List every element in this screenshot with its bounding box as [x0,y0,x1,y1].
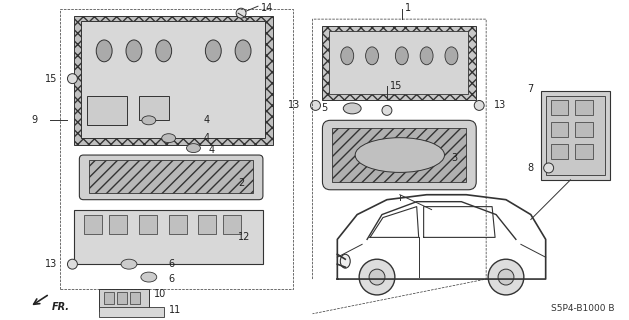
Bar [546,95,605,175]
Bar [541,91,610,180]
Text: 6: 6 [169,259,175,269]
Circle shape [498,269,514,285]
Text: 11: 11 [169,305,181,315]
Bar [99,307,164,317]
Ellipse shape [162,134,175,143]
Circle shape [359,259,395,295]
Bar [330,31,468,93]
Text: 9: 9 [31,115,38,125]
Text: 8: 8 [528,163,534,173]
Text: 12: 12 [238,232,250,242]
Text: 15: 15 [390,81,403,91]
Ellipse shape [187,144,201,153]
Text: 4: 4 [203,133,209,143]
Bar [109,215,127,235]
Bar [323,26,476,100]
Bar [550,122,569,137]
FancyBboxPatch shape [323,120,476,190]
Bar [576,144,593,159]
Bar [332,128,466,182]
Bar [84,215,102,235]
Circle shape [67,259,77,269]
Ellipse shape [206,40,221,62]
Bar [89,160,253,193]
Ellipse shape [420,47,433,65]
Circle shape [543,163,554,173]
Text: 7: 7 [528,84,534,93]
FancyBboxPatch shape [79,155,263,200]
Ellipse shape [141,272,157,282]
Text: 13: 13 [494,100,506,110]
Ellipse shape [156,40,172,62]
Bar [104,292,114,304]
Text: S5P4-B1000 B: S5P4-B1000 B [550,304,614,313]
Ellipse shape [396,47,408,65]
Bar [198,215,216,235]
Ellipse shape [340,254,350,268]
Ellipse shape [126,40,142,62]
Bar [139,215,157,235]
Bar [74,210,263,264]
Text: 13: 13 [288,100,301,110]
Bar [117,292,127,304]
Text: 4: 4 [208,145,214,155]
Bar [550,144,569,159]
Circle shape [67,74,77,84]
Text: 10: 10 [153,289,166,299]
Bar [87,95,127,125]
Text: FR.: FR. [52,302,70,312]
Bar [74,16,273,145]
Circle shape [474,100,484,110]
Circle shape [488,259,524,295]
Ellipse shape [121,259,137,269]
Text: 5: 5 [321,103,328,113]
Text: 2: 2 [238,178,244,188]
Bar [99,289,149,311]
Circle shape [311,100,320,110]
Bar [576,100,593,115]
Ellipse shape [343,103,361,114]
Ellipse shape [355,138,445,172]
Text: 1: 1 [405,3,411,13]
Ellipse shape [235,40,251,62]
Text: 13: 13 [45,259,57,269]
Text: 15: 15 [45,74,57,84]
Text: 4: 4 [203,115,209,125]
Circle shape [382,105,392,115]
Bar [169,215,187,235]
Ellipse shape [341,47,353,65]
Ellipse shape [96,40,112,62]
Text: 3: 3 [452,153,457,163]
Ellipse shape [365,47,379,65]
Circle shape [236,8,246,18]
Bar [223,215,241,235]
Bar [130,292,140,304]
Ellipse shape [445,47,458,65]
Text: 6: 6 [169,274,175,284]
Ellipse shape [142,116,156,125]
Text: 14: 14 [261,3,273,13]
Bar [550,100,569,115]
Bar [139,95,169,120]
Bar [81,21,265,138]
Bar [576,122,593,137]
Circle shape [369,269,385,285]
